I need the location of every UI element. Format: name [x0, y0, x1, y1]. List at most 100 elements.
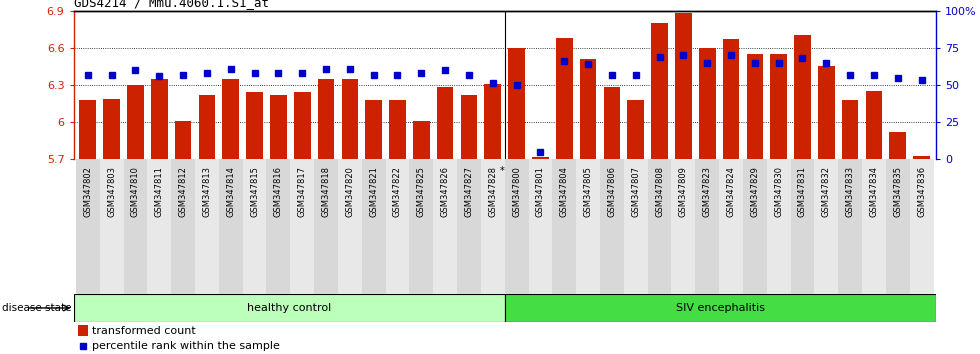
Text: GSM347826: GSM347826	[441, 166, 450, 217]
Text: GSM347815: GSM347815	[250, 166, 259, 217]
Bar	[699, 48, 715, 159]
Text: GSM347809: GSM347809	[679, 166, 688, 217]
Bar	[794, 35, 810, 159]
Text: healthy control: healthy control	[247, 303, 331, 313]
Text: GSM347807: GSM347807	[631, 166, 640, 217]
Text: GSM347820: GSM347820	[345, 166, 355, 217]
Text: GSM347810: GSM347810	[131, 166, 140, 217]
Text: GSM347805: GSM347805	[583, 166, 593, 217]
Bar	[172, 159, 195, 294]
Bar	[722, 39, 739, 159]
Text: GDS4214 / Mmu.4060.1.S1_at: GDS4214 / Mmu.4060.1.S1_at	[74, 0, 269, 10]
Text: GSM347808: GSM347808	[655, 166, 664, 217]
Bar	[553, 159, 576, 294]
Bar	[481, 159, 505, 294]
Bar	[315, 159, 338, 294]
Bar	[648, 159, 671, 294]
Bar	[695, 159, 719, 294]
Bar	[505, 294, 936, 322]
Bar	[219, 159, 243, 294]
Bar	[743, 159, 766, 294]
Bar	[74, 294, 505, 322]
Bar	[886, 159, 909, 294]
Bar	[243, 159, 267, 294]
Bar	[270, 95, 287, 159]
Bar	[484, 84, 501, 159]
Bar	[652, 23, 668, 159]
Bar	[862, 159, 886, 294]
Bar	[624, 159, 648, 294]
Text: GSM347825: GSM347825	[416, 166, 426, 217]
Text: GSM347801: GSM347801	[536, 166, 545, 217]
Bar	[147, 159, 172, 294]
Bar	[580, 59, 597, 159]
Bar	[267, 159, 290, 294]
Bar	[791, 159, 814, 294]
Text: GSM347818: GSM347818	[321, 166, 330, 217]
Bar	[818, 67, 835, 159]
Bar	[556, 38, 572, 159]
Text: GSM347812: GSM347812	[178, 166, 187, 217]
Bar	[79, 100, 96, 159]
Bar	[509, 48, 525, 159]
Text: GSM347813: GSM347813	[203, 166, 212, 217]
Bar	[103, 98, 120, 159]
Bar	[865, 91, 882, 159]
Bar	[766, 159, 791, 294]
Text: GSM347835: GSM347835	[894, 166, 903, 217]
Bar	[909, 159, 934, 294]
Text: GSM347823: GSM347823	[703, 166, 711, 217]
Bar	[814, 159, 838, 294]
Text: GSM347816: GSM347816	[273, 166, 283, 217]
Text: GSM347824: GSM347824	[726, 166, 736, 217]
Text: percentile rank within the sample: percentile rank within the sample	[92, 341, 280, 351]
Bar	[675, 13, 692, 159]
Bar	[457, 159, 481, 294]
Bar	[505, 159, 528, 294]
Bar	[127, 85, 144, 159]
Bar	[604, 87, 620, 159]
Bar	[410, 159, 433, 294]
Text: GSM347811: GSM347811	[155, 166, 164, 217]
Bar	[600, 159, 624, 294]
Text: GSM347803: GSM347803	[107, 166, 116, 217]
Bar	[433, 159, 457, 294]
Bar	[366, 100, 382, 159]
Bar	[385, 159, 410, 294]
Text: GSM347821: GSM347821	[369, 166, 378, 217]
Bar	[671, 159, 695, 294]
Text: transformed count: transformed count	[92, 326, 196, 336]
Bar	[77, 325, 88, 336]
Bar	[838, 159, 862, 294]
Text: GSM347829: GSM347829	[751, 166, 760, 217]
Bar	[890, 132, 906, 159]
Text: GSM347814: GSM347814	[226, 166, 235, 217]
Bar	[341, 79, 358, 159]
Bar	[123, 159, 147, 294]
Bar	[151, 79, 168, 159]
Text: GSM347802: GSM347802	[83, 166, 92, 217]
Bar	[842, 100, 858, 159]
Text: GSM347806: GSM347806	[608, 166, 616, 217]
Text: GSM347834: GSM347834	[869, 166, 878, 217]
Bar	[174, 121, 191, 159]
Text: GSM347822: GSM347822	[393, 166, 402, 217]
Bar	[528, 159, 553, 294]
Bar	[913, 155, 930, 159]
Text: GSM347832: GSM347832	[822, 166, 831, 217]
Text: GSM347817: GSM347817	[298, 166, 307, 217]
Bar	[389, 100, 406, 159]
Bar	[362, 159, 385, 294]
Text: SIV encephalitis: SIV encephalitis	[676, 303, 764, 313]
Text: GSM347827: GSM347827	[465, 166, 473, 217]
Bar	[338, 159, 362, 294]
Text: GSM347830: GSM347830	[774, 166, 783, 217]
Bar	[576, 159, 600, 294]
Bar	[290, 159, 315, 294]
Bar	[461, 95, 477, 159]
Bar	[246, 92, 263, 159]
Bar	[770, 54, 787, 159]
Bar	[437, 87, 454, 159]
Bar	[75, 159, 100, 294]
Text: GSM347828: GSM347828	[488, 166, 497, 217]
